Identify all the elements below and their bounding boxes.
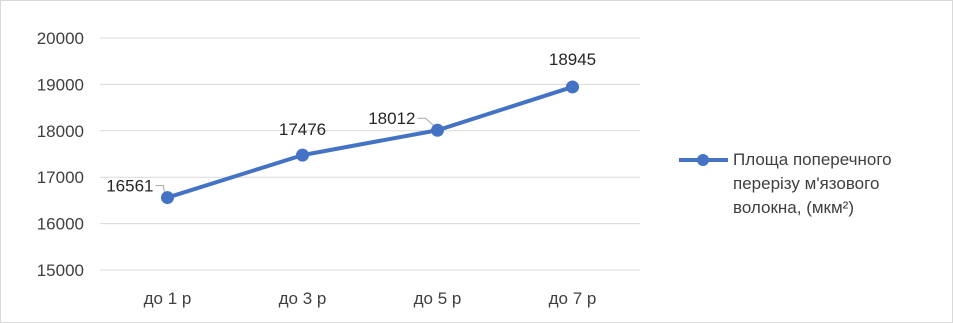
y-tick-label: 17000 bbox=[37, 168, 84, 187]
x-tick-label: до 7 р bbox=[549, 289, 597, 308]
legend-point bbox=[697, 154, 709, 166]
data-label: 16561 bbox=[106, 177, 153, 196]
y-tick-label: 18000 bbox=[37, 122, 84, 141]
series-points bbox=[161, 80, 579, 205]
data-label-leader bbox=[155, 185, 165, 194]
x-tick-label: до 3 р bbox=[279, 289, 327, 308]
y-axis-ticks: 15000 16000 17000 18000 19000 20000 bbox=[37, 29, 84, 280]
legend-marker bbox=[679, 154, 728, 166]
data-point bbox=[566, 80, 579, 94]
series-line bbox=[165, 84, 575, 200]
data-point bbox=[296, 148, 309, 162]
data-label-leader bbox=[417, 117, 435, 127]
data-labels: 16561 17476 18012 18945 bbox=[106, 50, 596, 196]
x-axis-ticks: до 1 р до 3 р до 5 р до 7 р bbox=[144, 289, 597, 308]
series-lines bbox=[165, 84, 575, 200]
data-label-leaders bbox=[155, 117, 435, 194]
data-point bbox=[161, 191, 174, 205]
y-tick-label: 20000 bbox=[37, 29, 84, 48]
data-label: 17476 bbox=[279, 120, 326, 139]
x-tick-label: до 1 р bbox=[144, 289, 192, 308]
x-tick-label: до 5 р bbox=[414, 289, 462, 308]
legend-label: Площа поперечного перерізу м'язового вол… bbox=[733, 150, 892, 217]
gridlines bbox=[100, 37, 640, 271]
data-point bbox=[431, 123, 444, 137]
y-tick-label: 16000 bbox=[37, 215, 84, 234]
data-label: 18012 bbox=[368, 109, 415, 128]
y-tick-label: 15000 bbox=[37, 261, 84, 280]
data-label: 18945 bbox=[549, 50, 596, 69]
y-tick-label: 19000 bbox=[37, 75, 84, 94]
